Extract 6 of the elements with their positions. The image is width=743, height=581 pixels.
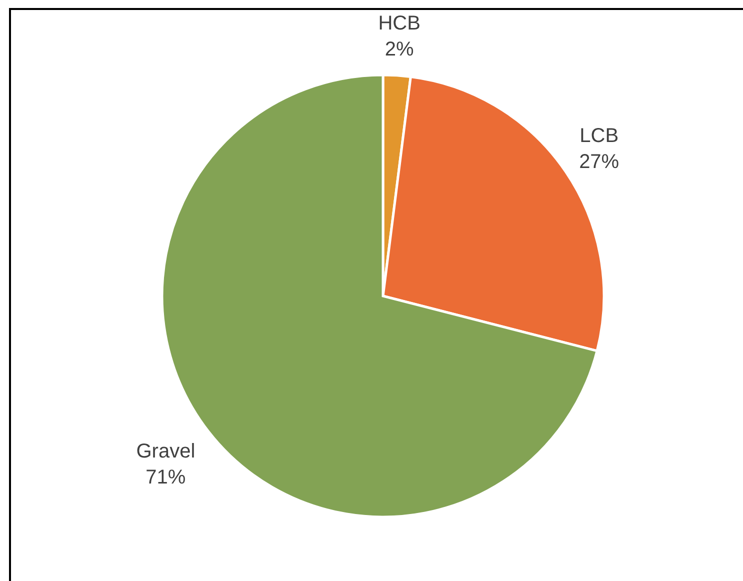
data-label: 71%: [146, 466, 186, 489]
data-label: 2%: [384, 38, 414, 61]
slice-label: LCB: [580, 125, 619, 148]
data-label: 27%: [579, 151, 620, 174]
slice-label: Gravel: [136, 440, 196, 463]
slice-label: HCB: [378, 12, 420, 35]
